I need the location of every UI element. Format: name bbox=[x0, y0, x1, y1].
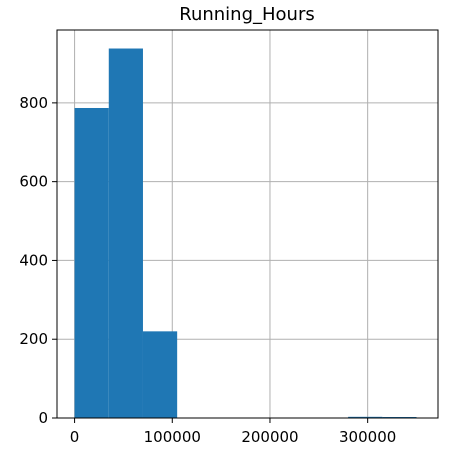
y-axis: 0 200 400 600 800 bbox=[19, 94, 57, 427]
x-tick-label: 0 bbox=[70, 428, 80, 446]
histogram-bar bbox=[74, 107, 109, 419]
histogram-bar bbox=[348, 416, 383, 418]
chart-title: Running_Hours bbox=[179, 4, 315, 25]
plot-frame bbox=[56, 29, 439, 419]
y-tick-label: 400 bbox=[19, 251, 48, 269]
y-tick-label: 0 bbox=[38, 409, 48, 427]
histogram-bar bbox=[142, 331, 178, 418]
y-tick-label: 600 bbox=[19, 173, 48, 191]
x-axis: 0 100000 200000 300000 bbox=[70, 418, 396, 446]
histogram-bar bbox=[108, 48, 143, 419]
x-tick-label: 100000 bbox=[144, 428, 201, 446]
y-tick-label: 200 bbox=[19, 330, 48, 348]
histogram-bars bbox=[74, 48, 417, 419]
y-tick-label: 800 bbox=[19, 94, 48, 112]
x-tick-label: 200000 bbox=[241, 428, 298, 446]
x-tick-label: 300000 bbox=[339, 428, 396, 446]
